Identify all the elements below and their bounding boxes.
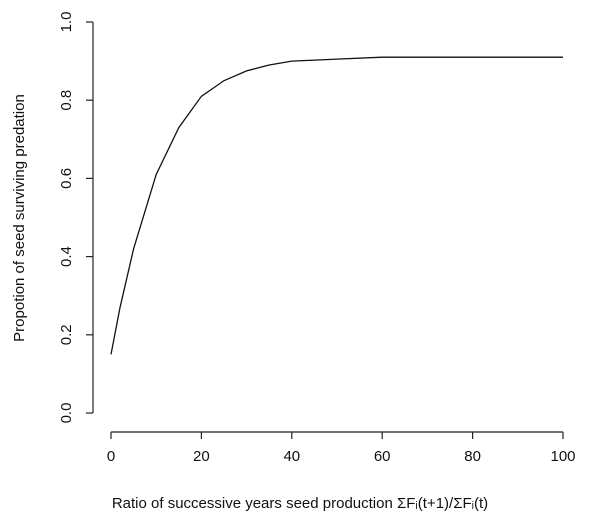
x-axis-label: Ratio of successive years seed productio… bbox=[112, 495, 488, 512]
x-tick-label: 40 bbox=[283, 448, 300, 465]
y-tick-label: 1.0 bbox=[58, 12, 75, 33]
x-tick-label: 0 bbox=[107, 448, 115, 465]
x-tick-label: 80 bbox=[464, 448, 481, 465]
x-tick-label: 20 bbox=[193, 448, 210, 465]
y-axis-label: Propotion of seed surviving predation bbox=[11, 94, 28, 342]
y-tick-label: 0.0 bbox=[58, 403, 75, 424]
y-tick-label: 0.4 bbox=[58, 246, 75, 267]
y-tick-label: 0.2 bbox=[58, 324, 75, 345]
x-tick-label: 60 bbox=[374, 448, 391, 465]
y-tick-label: 0.8 bbox=[58, 90, 75, 111]
line-series bbox=[110, 56, 563, 355]
y-tick-label: 0.6 bbox=[58, 168, 75, 189]
x-tick-label: 100 bbox=[550, 448, 575, 465]
